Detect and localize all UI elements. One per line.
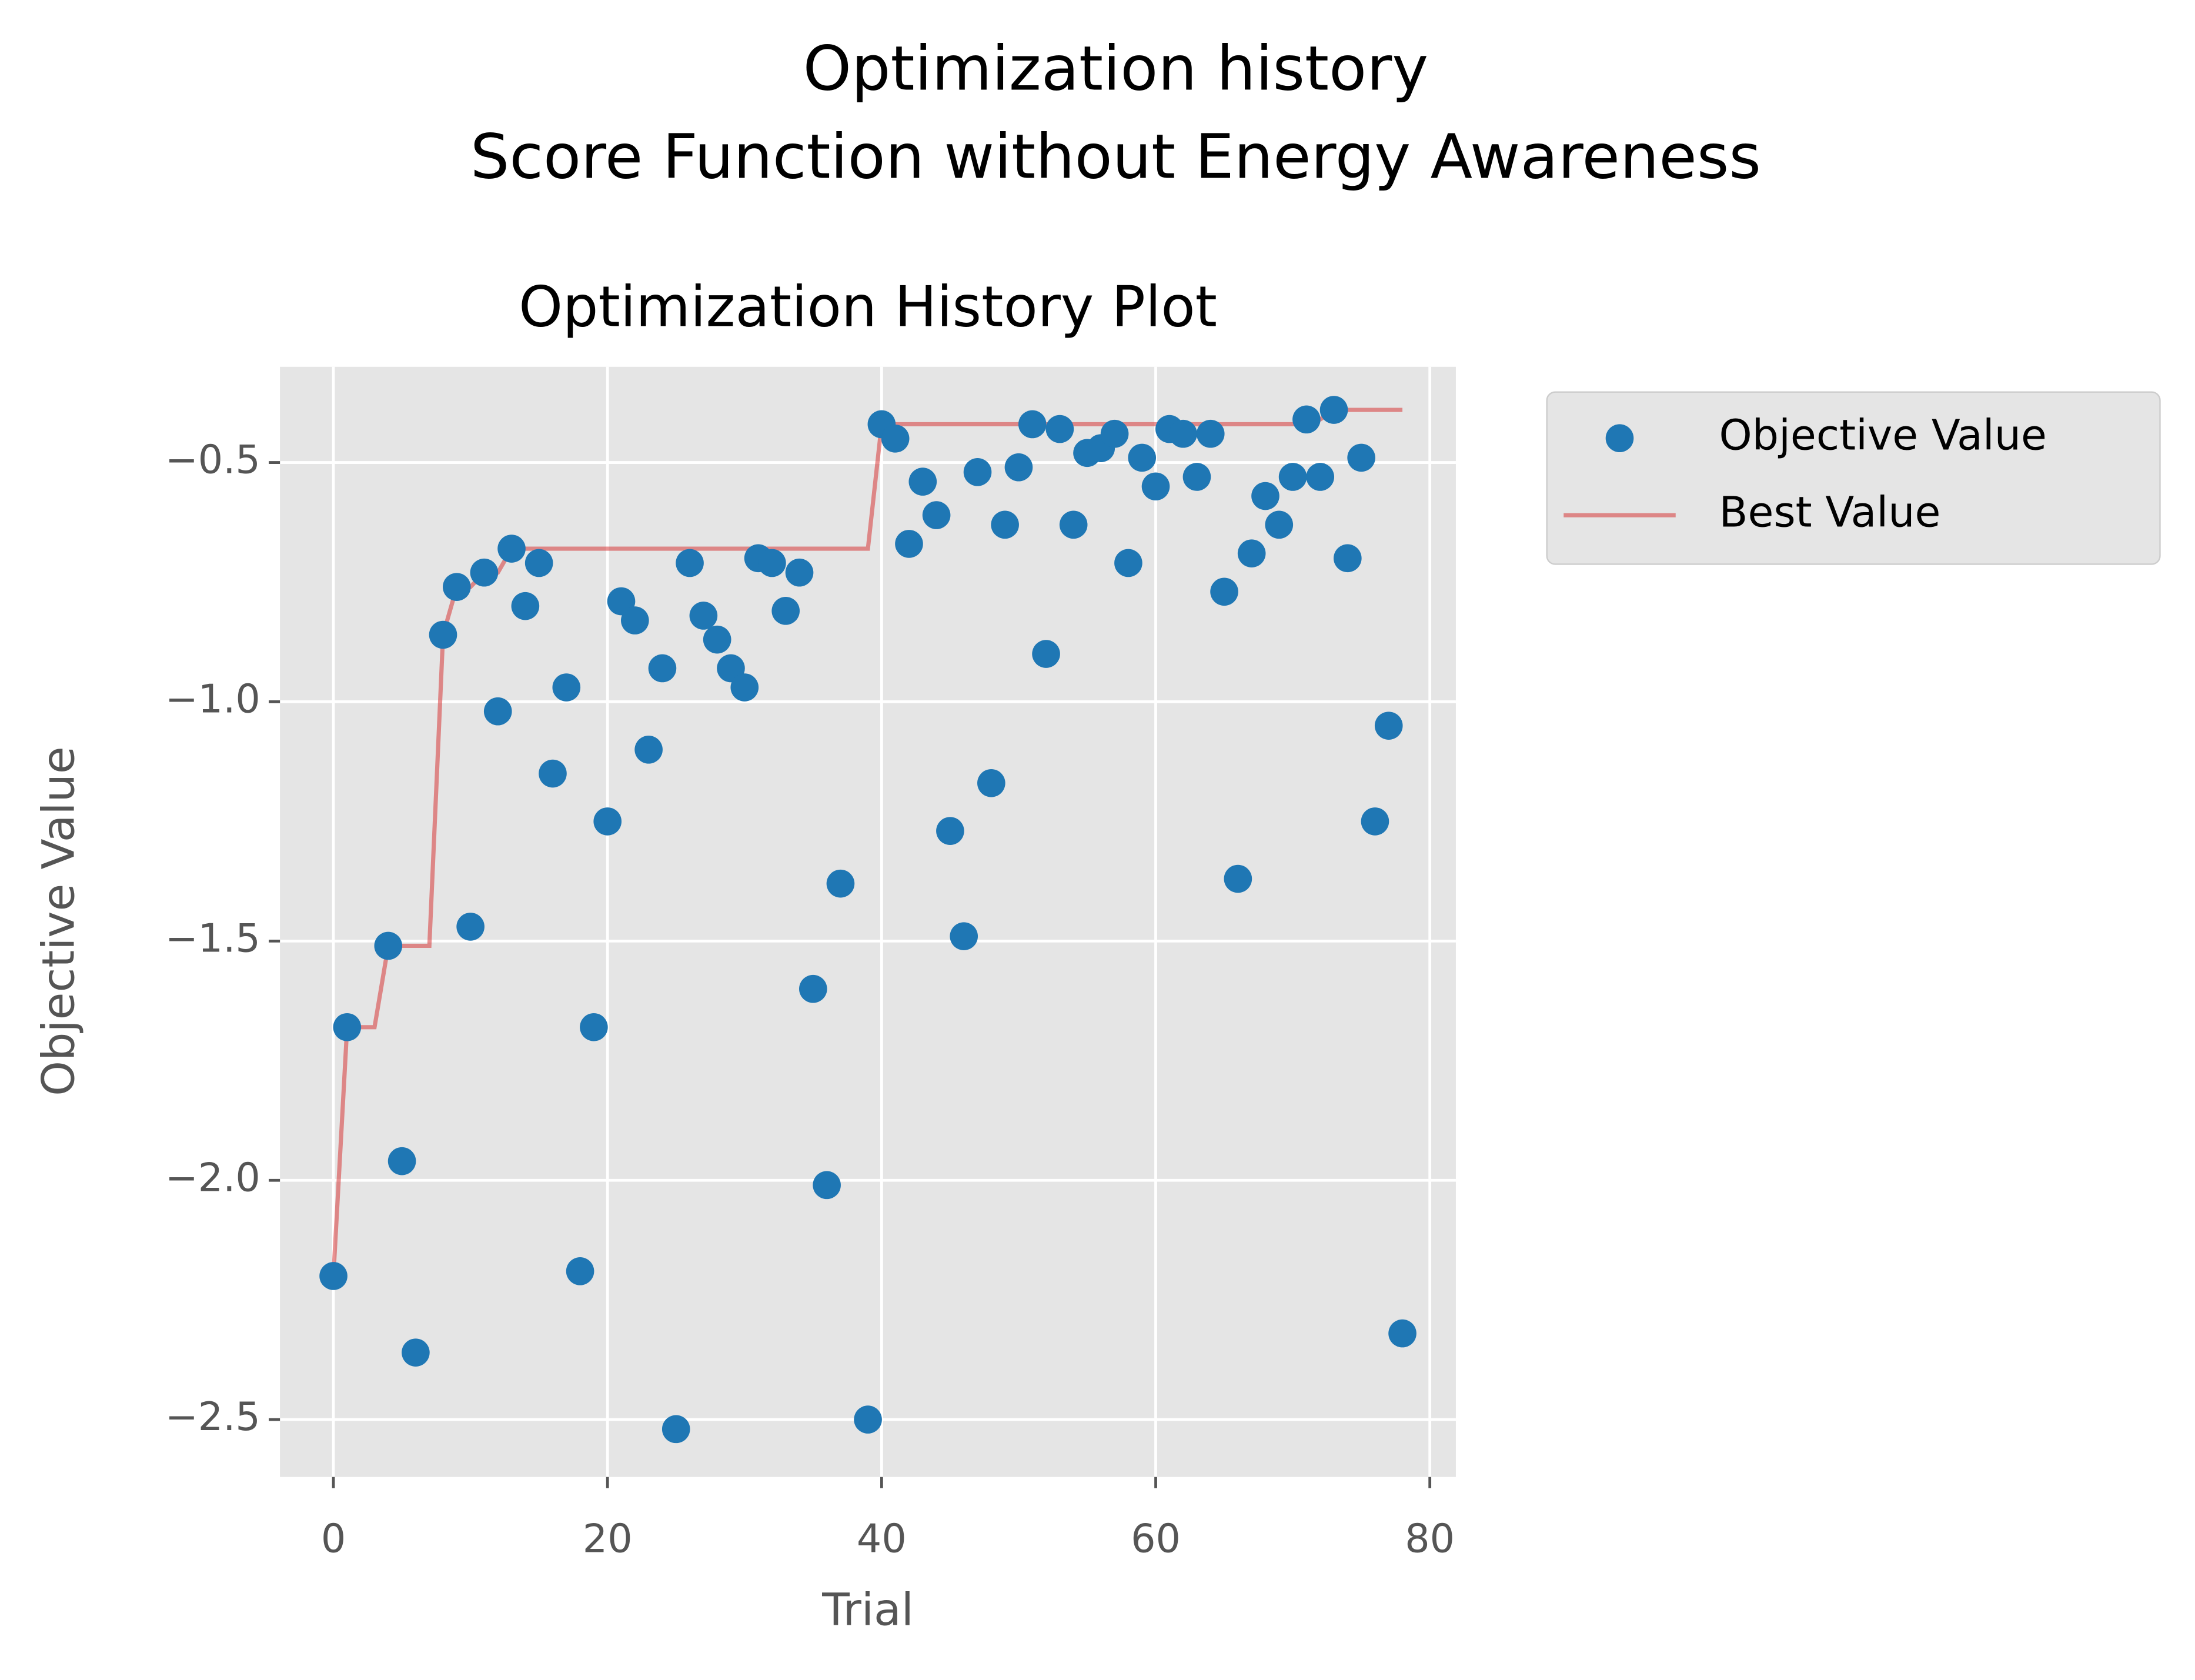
- y-tick-label: −2.0: [165, 1154, 260, 1200]
- objective-point: [1182, 463, 1211, 491]
- objective-point: [1265, 510, 1294, 539]
- objective-point: [333, 1013, 362, 1041]
- y-tick-label: −0.5: [165, 437, 260, 483]
- figure-subtitle: Score Function without Energy Awareness: [470, 121, 1761, 193]
- objective-point: [758, 549, 786, 577]
- objective-point: [1210, 577, 1238, 606]
- x-tick-label: 40: [857, 1515, 907, 1561]
- objective-point: [539, 759, 567, 788]
- objective-point: [1292, 405, 1321, 434]
- objective-point: [908, 467, 937, 496]
- objective-point: [1361, 807, 1389, 836]
- objective-point: [1334, 544, 1362, 573]
- objective-point: [977, 769, 1005, 797]
- objective-point: [1278, 463, 1307, 491]
- figure-title: Optimization history: [803, 33, 1429, 105]
- objective-point: [634, 736, 663, 764]
- grid: 0 20 40 60 80 −0.5 −1.0 −1.5 −2.0 −2.5: [165, 366, 1456, 1561]
- objective-point: [826, 869, 855, 898]
- objective-point: [813, 1171, 841, 1200]
- y-tick-label: −1.0: [165, 676, 260, 722]
- objective-point: [580, 1013, 608, 1041]
- legend-label: Best Value: [1719, 488, 1941, 537]
- objective-point: [1374, 712, 1403, 740]
- objective-point: [895, 530, 923, 558]
- objective-point: [648, 654, 677, 683]
- objective-point: [1059, 510, 1088, 539]
- objective-point: [676, 549, 704, 577]
- objective-point: [991, 510, 1019, 539]
- objective-point: [1347, 443, 1375, 472]
- axes-title: Optimization History Plot: [519, 275, 1217, 339]
- objective-point: [881, 425, 910, 453]
- objective-point: [1224, 864, 1252, 893]
- objective-point: [689, 602, 718, 630]
- objective-point: [511, 592, 540, 620]
- objective-point: [1388, 1319, 1416, 1348]
- objective-point: [593, 807, 622, 836]
- marks: [319, 396, 1416, 1444]
- objective-point: [374, 931, 403, 960]
- objective-point: [552, 673, 581, 702]
- objective-point: [661, 1415, 690, 1444]
- x-tick-label: 20: [583, 1515, 633, 1561]
- objective-point: [1237, 539, 1266, 567]
- objective-point: [1319, 396, 1348, 424]
- legend-box: [1546, 391, 2161, 565]
- x-tick-label: 80: [1405, 1515, 1455, 1561]
- x-axis-label: Trial: [821, 1584, 914, 1636]
- objective-point: [483, 697, 512, 726]
- legend: Objective Value Best Value: [1546, 391, 2161, 565]
- objective-point: [936, 817, 964, 845]
- objective-point: [922, 501, 951, 529]
- objective-point: [621, 606, 649, 634]
- objective-point: [1169, 419, 1197, 448]
- x-tick-label: 60: [1131, 1515, 1181, 1561]
- objective-point: [1128, 443, 1157, 472]
- y-tick-label: −2.5: [165, 1394, 260, 1439]
- objective-point: [387, 1147, 416, 1175]
- objective-point: [1004, 453, 1033, 482]
- objective-point: [1100, 419, 1129, 448]
- objective-point: [524, 549, 553, 577]
- objective-point: [730, 673, 759, 702]
- objective-point: [950, 922, 978, 950]
- objective-point: [1141, 472, 1170, 501]
- legend-label: Objective Value: [1719, 411, 2047, 460]
- objective-point: [1114, 549, 1142, 577]
- x-tick-label: 0: [321, 1515, 346, 1561]
- y-axis-label: Objective Value: [32, 746, 85, 1096]
- objective-point: [456, 913, 485, 941]
- objective-point: [443, 573, 471, 601]
- objective-point: [319, 1262, 348, 1290]
- objective-point: [497, 535, 526, 563]
- objective-point: [470, 558, 499, 587]
- objective-point: [1018, 410, 1047, 439]
- objective-point: [854, 1405, 882, 1434]
- objective-point: [771, 597, 800, 625]
- objective-point: [1045, 415, 1074, 443]
- objective-point: [785, 558, 814, 587]
- objective-point: [1306, 463, 1335, 491]
- objective-point: [402, 1338, 430, 1367]
- objective-point: [566, 1257, 594, 1285]
- objective-point: [429, 620, 457, 649]
- objective-point: [703, 625, 731, 654]
- objective-point: [1251, 482, 1279, 510]
- objective-point: [799, 974, 827, 1003]
- objective-point: [1032, 640, 1060, 668]
- legend-swatch: [1605, 424, 1634, 453]
- y-tick-label: −1.5: [165, 915, 260, 961]
- objective-point: [1196, 419, 1225, 448]
- objective-point: [963, 458, 992, 486]
